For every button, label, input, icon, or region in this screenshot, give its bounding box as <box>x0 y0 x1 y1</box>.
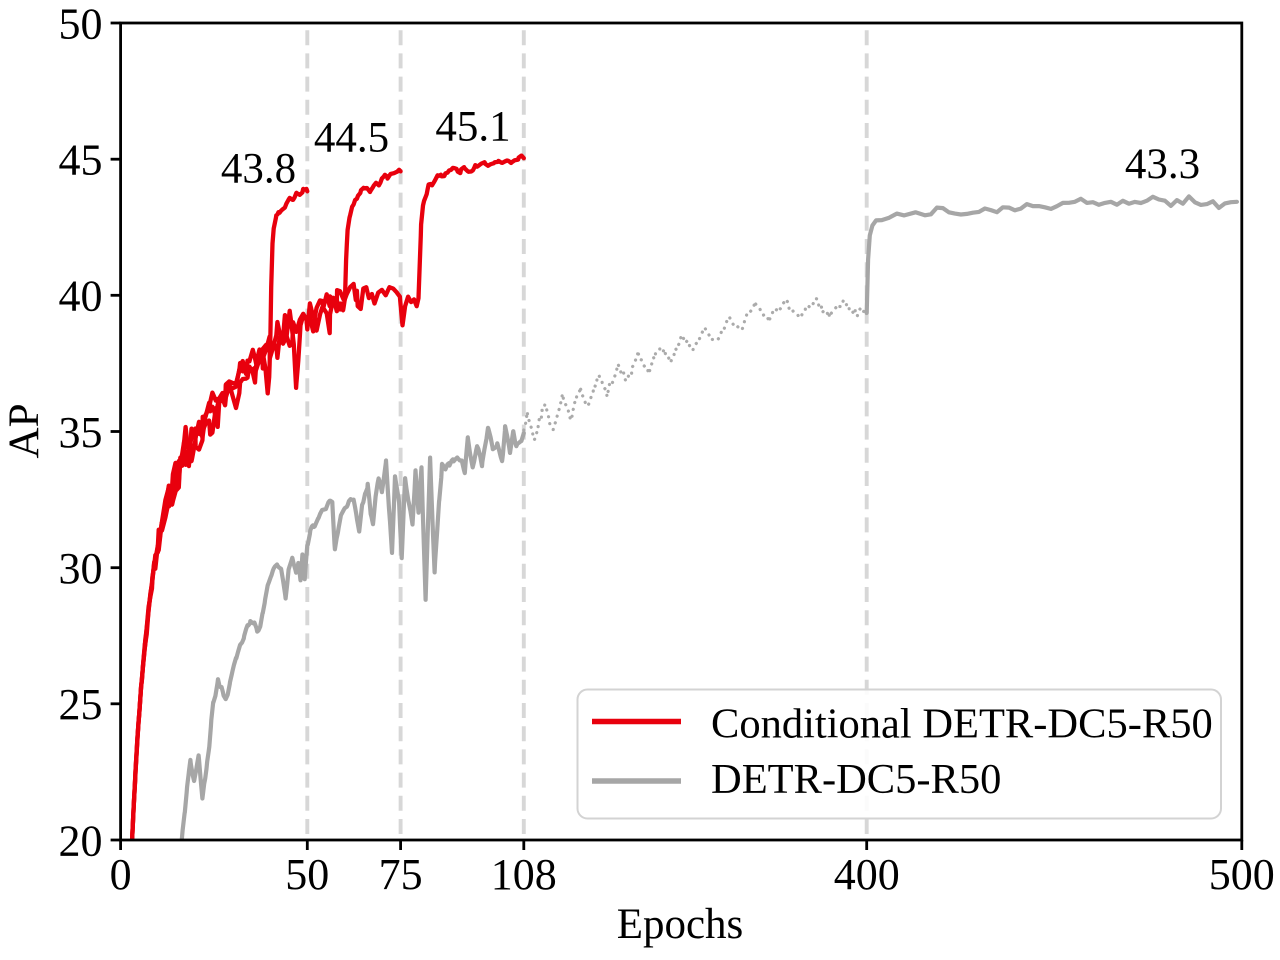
svg-text:Conditional DETR-DC5-R50: Conditional DETR-DC5-R50 <box>711 701 1213 748</box>
svg-text:AP: AP <box>1 404 48 459</box>
svg-text:40: 40 <box>59 272 103 321</box>
svg-text:75: 75 <box>379 850 423 899</box>
svg-text:35: 35 <box>59 408 103 457</box>
svg-text:43.3: 43.3 <box>1125 141 1200 188</box>
svg-text:45: 45 <box>59 136 103 185</box>
svg-text:Epochs: Epochs <box>617 901 744 948</box>
svg-text:44.5: 44.5 <box>314 115 389 162</box>
svg-text:400: 400 <box>834 850 900 899</box>
svg-text:20: 20 <box>59 816 103 865</box>
svg-text:50: 50 <box>59 0 103 48</box>
svg-text:500: 500 <box>1209 850 1275 899</box>
svg-text:50: 50 <box>285 850 329 899</box>
svg-text:25: 25 <box>59 680 103 729</box>
svg-text:108: 108 <box>491 850 557 899</box>
svg-text:0: 0 <box>110 850 132 899</box>
svg-text:DETR-DC5-R50: DETR-DC5-R50 <box>711 756 1001 803</box>
svg-text:30: 30 <box>59 544 103 593</box>
svg-text:43.8: 43.8 <box>221 146 296 193</box>
svg-text:45.1: 45.1 <box>435 104 510 151</box>
